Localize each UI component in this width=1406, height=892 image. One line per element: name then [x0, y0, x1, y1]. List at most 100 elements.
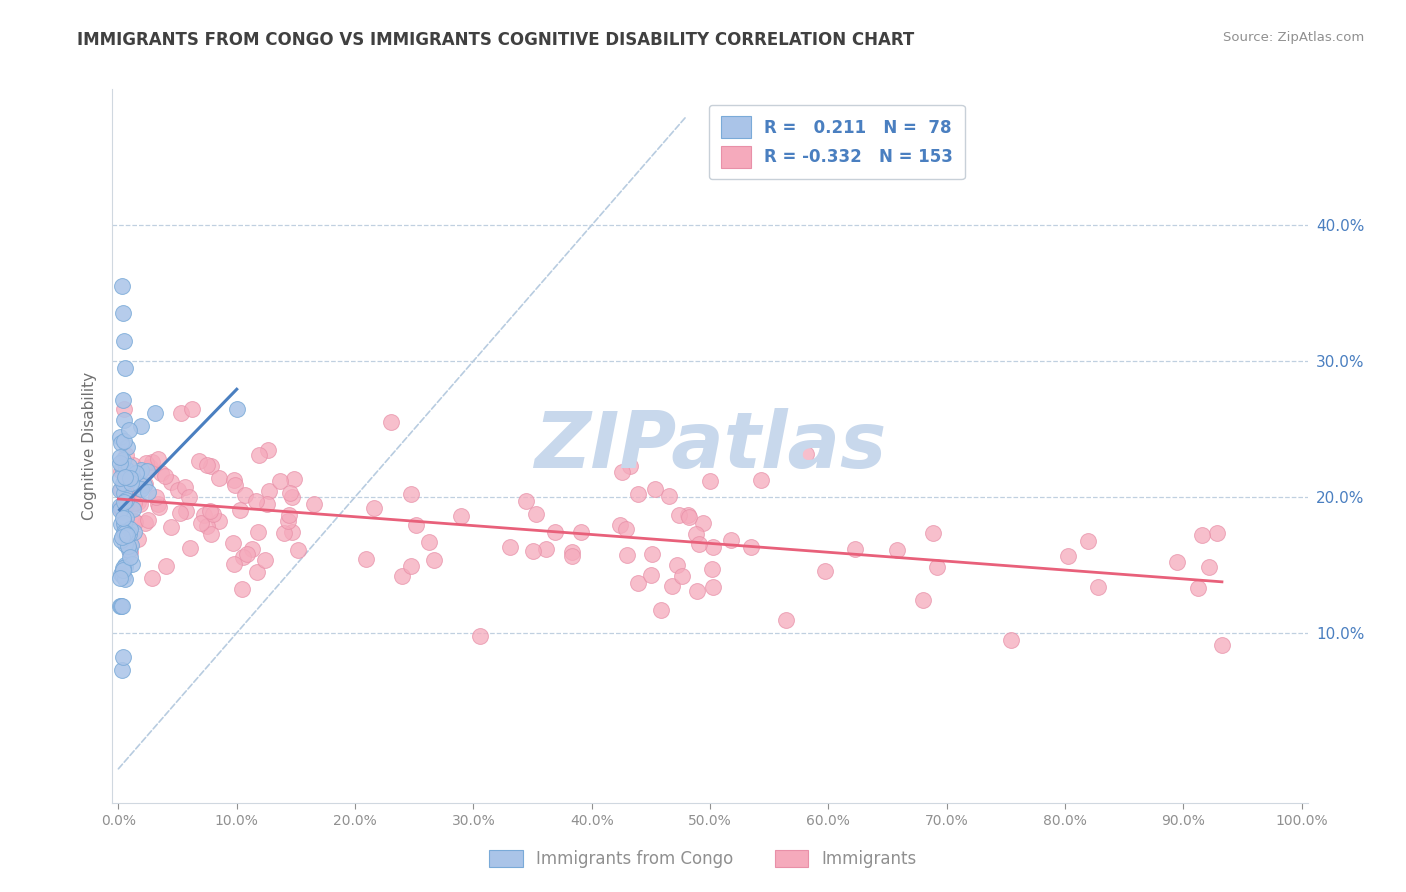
Point [666, 558, 689, 573]
Point [1187, 581, 1209, 595]
Legend: Immigrants from Congo, Immigrants: Immigrants from Congo, Immigrants [482, 843, 924, 875]
Point [124, 516, 146, 530]
Point [627, 575, 650, 590]
Point [143, 406, 166, 420]
Point [700, 562, 723, 576]
Point [470, 629, 492, 643]
Point [569, 525, 592, 540]
Point [118, 545, 141, 559]
Point [257, 442, 280, 457]
Point [740, 540, 762, 554]
Point [121, 472, 143, 486]
Point [115, 493, 138, 508]
Point [661, 579, 683, 593]
Point [112, 495, 135, 509]
Point [193, 508, 215, 522]
Point [658, 489, 681, 503]
Point [911, 592, 934, 607]
Point [418, 534, 440, 549]
Point [197, 519, 219, 533]
Point [224, 477, 246, 491]
Text: ZIPatlas: ZIPatlas [534, 408, 886, 484]
Point [380, 415, 402, 429]
Point [108, 456, 131, 470]
Point [277, 514, 299, 528]
Point [534, 542, 557, 557]
Point [141, 571, 163, 585]
Point [1206, 525, 1229, 540]
Point [240, 541, 263, 556]
Point [222, 473, 245, 487]
Point [114, 559, 136, 574]
Point [208, 514, 231, 528]
Point [641, 547, 664, 561]
Point [671, 568, 693, 582]
Point [222, 535, 245, 549]
Point [110, 500, 132, 515]
Point [676, 508, 699, 522]
Point [111, 561, 134, 575]
Point [129, 418, 152, 433]
Text: IMMIGRANTS FROM CONGO VS IMMIGRANTS COGNITIVE DISABILITY CORRELATION CHART: IMMIGRANTS FROM CONGO VS IMMIGRANTS COGN… [77, 31, 914, 49]
Point [120, 476, 142, 491]
Point [108, 571, 131, 585]
Point [108, 503, 131, 517]
Point [200, 504, 222, 518]
Point [231, 582, 253, 597]
Point [179, 490, 201, 504]
Point [609, 517, 631, 532]
Point [1000, 632, 1022, 647]
Point [281, 490, 304, 504]
Point [259, 483, 281, 498]
Point [423, 553, 446, 567]
Point [122, 524, 145, 539]
Point [145, 490, 167, 504]
Point [108, 599, 131, 613]
Point [699, 475, 721, 489]
Point [253, 553, 276, 567]
Point [114, 484, 136, 499]
Point [112, 413, 135, 427]
Point [405, 518, 427, 533]
Point [112, 306, 135, 320]
Point [160, 520, 183, 534]
Point [1191, 527, 1213, 541]
Point [114, 470, 136, 484]
Point [544, 525, 567, 540]
Point [561, 549, 583, 563]
Point [110, 567, 132, 582]
Point [612, 465, 634, 479]
Point [139, 459, 162, 474]
Point [124, 514, 146, 528]
Point [522, 544, 544, 558]
Point [232, 549, 254, 564]
Point [136, 484, 159, 499]
Point [110, 460, 132, 475]
Point [115, 487, 138, 501]
Point [118, 550, 141, 565]
Point [134, 477, 156, 491]
Point [111, 476, 134, 491]
Point [247, 448, 270, 462]
Point [561, 545, 583, 559]
Point [117, 539, 139, 553]
Point [200, 526, 222, 541]
Point [111, 599, 134, 613]
Point [110, 482, 132, 496]
Point [640, 567, 662, 582]
Point [114, 525, 136, 540]
Point [146, 497, 169, 511]
Point [112, 518, 135, 533]
Point [108, 450, 131, 464]
Point [195, 458, 218, 473]
Point [111, 453, 134, 467]
Point [111, 530, 134, 544]
Point [115, 440, 138, 454]
Point [112, 485, 135, 500]
Point [187, 454, 209, 468]
Point [702, 580, 724, 594]
Point [921, 525, 943, 540]
Point [235, 488, 257, 502]
Point [627, 487, 650, 501]
Point [814, 564, 837, 578]
